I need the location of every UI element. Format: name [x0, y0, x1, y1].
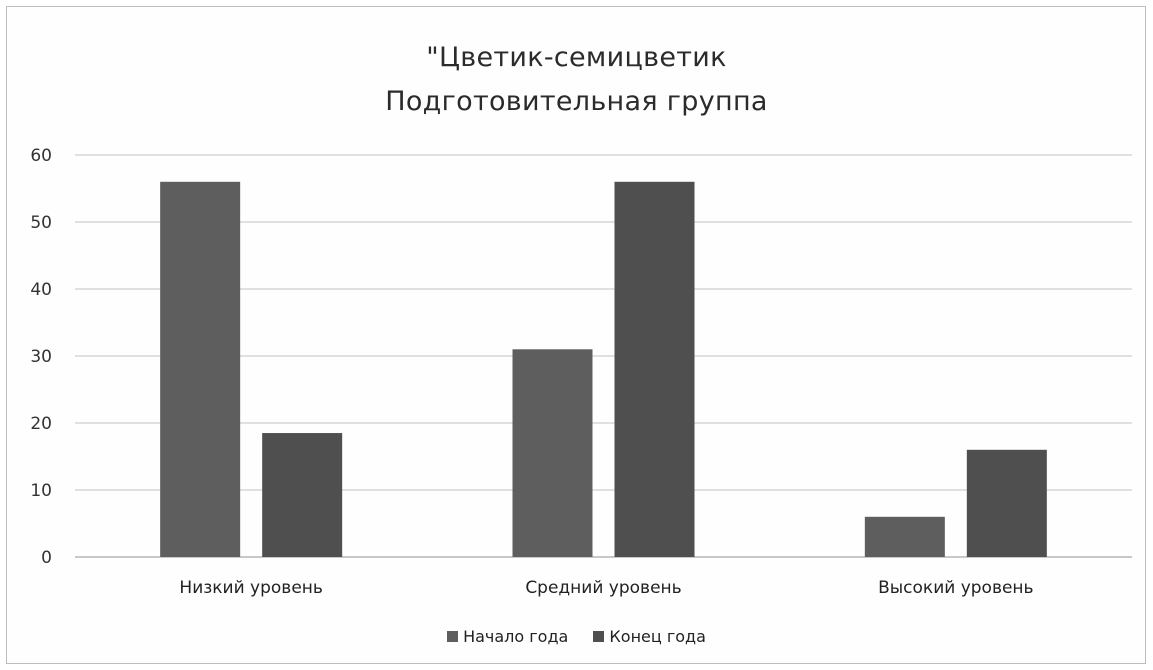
x-tick-label: Высокий уровень: [878, 578, 1033, 598]
legend-label-end: Конец года: [609, 627, 706, 646]
bar-end-1: [614, 181, 695, 558]
x-tick-label: Средний уровень: [525, 578, 681, 598]
bar-start-0: [160, 181, 241, 558]
y-tick-label: 60: [30, 146, 52, 166]
y-tick-label: 40: [30, 280, 52, 300]
legend-swatch-start: [447, 631, 459, 642]
legend-item-end: Конец года: [593, 627, 706, 646]
legend-item-start: Начало года: [447, 627, 568, 646]
chart-legend: Начало года Конец года: [0, 627, 1153, 646]
y-tick-label: 0: [41, 548, 52, 568]
y-tick-label: 50: [30, 213, 52, 233]
legend-swatch-end: [593, 631, 605, 642]
y-tick-label: 20: [30, 414, 52, 434]
x-tick-label: Низкий уровень: [179, 578, 323, 598]
chart-title: "Цветик-семицветик: [426, 42, 727, 73]
y-tick-label: 10: [30, 481, 52, 501]
bar-end-0: [262, 433, 343, 557]
bar-end-2: [966, 449, 1047, 557]
bar-start-1: [512, 349, 593, 557]
y-tick-label: 30: [30, 347, 52, 367]
bar-start-2: [864, 516, 945, 557]
legend-label-start: Начало года: [463, 627, 569, 646]
chart-subtitle: Подготовительная группа: [385, 86, 768, 117]
